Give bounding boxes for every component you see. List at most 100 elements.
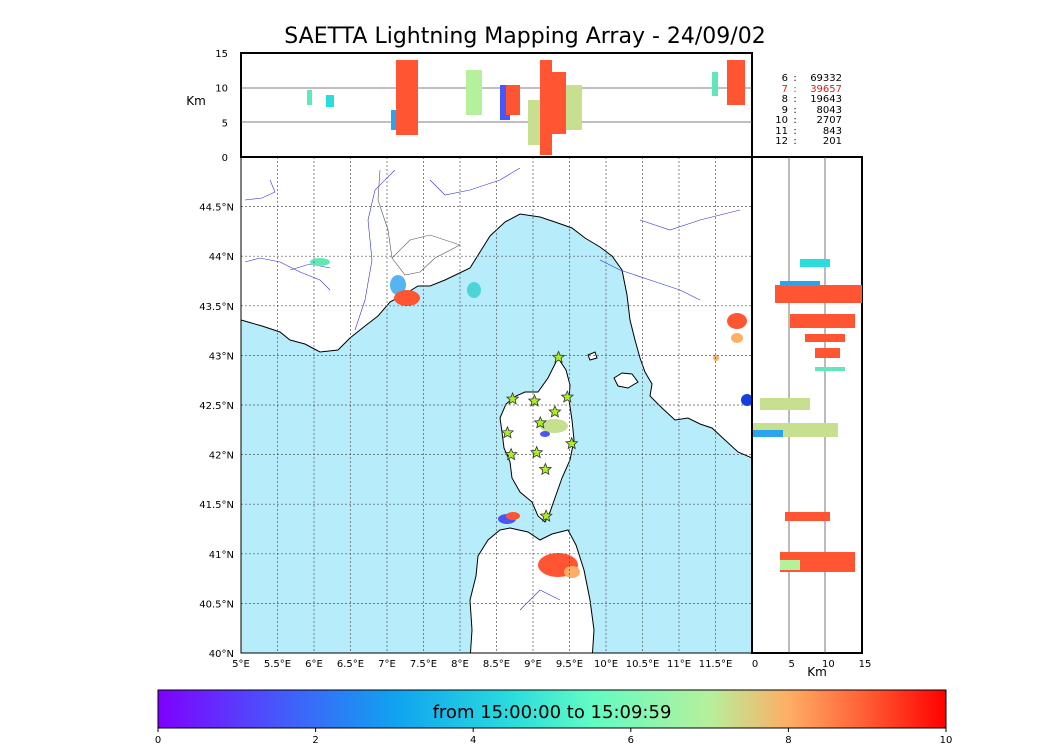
station-star-icon	[504, 447, 518, 461]
legend-separator: :	[793, 115, 797, 126]
legend-level: 7	[781, 83, 788, 95]
station-star-icon	[548, 404, 562, 418]
legend-row: 12: 201	[758, 136, 858, 148]
station-star-icon	[527, 393, 542, 407]
page-title: SAETTA Lightning Mapping Array - 24/09/0…	[284, 24, 766, 49]
station-star-icon	[565, 436, 579, 450]
lat-tick-label: 42.5°N	[199, 401, 234, 412]
lon-tick-label: 6.5°E	[337, 659, 364, 670]
lat-tick-label: 43.5°N	[199, 302, 234, 313]
lon-tick-label: 8.5°E	[483, 659, 510, 670]
lon-tick-label: 9°E	[524, 659, 542, 670]
lon-tick-label: 10.5°E	[626, 659, 660, 670]
altitude-tick-label: 15	[215, 49, 228, 60]
lon-tick-label: 8°E	[451, 659, 469, 670]
legend-level: 12	[775, 136, 788, 147]
legend-separator: :	[793, 83, 797, 95]
side-altitude-tick-label: 15	[859, 659, 872, 670]
station-star-icon	[529, 445, 544, 459]
colorbar-time-range: from 15:00:00 to 15:09:59	[432, 702, 672, 723]
legend-row: 11: 843	[758, 125, 858, 138]
station-star-icon	[500, 425, 515, 439]
lat-tick-label: 42°N	[209, 451, 234, 462]
side-altitude-unit-label: Km	[807, 665, 827, 679]
side-altitude-tick-label: 0	[752, 659, 758, 670]
altitude-lat-panel[interactable]	[751, 156, 863, 654]
borders	[377, 169, 461, 276]
legend-row: 9: 8043	[758, 104, 858, 117]
legend-separator: :	[793, 104, 797, 116]
legend-count: 201	[822, 136, 842, 147]
lat-tick-label: 44.5°N	[199, 203, 234, 214]
lon-tick-label: 11°E	[667, 659, 691, 670]
lightning-sources-alt-lon	[307, 60, 745, 155]
lat-tick-label: 40°N	[209, 649, 234, 660]
colorbar-tick-label: 0	[155, 735, 161, 746]
elba-island	[613, 372, 639, 389]
map-grid	[241, 157, 752, 653]
side-altitude-tick-label: 10	[822, 659, 835, 670]
legend-level: 9	[781, 104, 788, 116]
altitude-tick-label: 5	[222, 118, 228, 129]
colorbar	[157, 689, 947, 729]
station-markers	[500, 350, 579, 522]
legend-count: 39657	[810, 83, 842, 95]
altitude-tick-label: 10	[215, 84, 228, 95]
legend-count: 19643	[810, 94, 842, 105]
sardinia-island	[469, 527, 595, 653]
lat-tick-label: 41°N	[209, 550, 234, 561]
legend-level: 10	[775, 115, 788, 126]
legend-level: 6	[781, 73, 788, 84]
lon-tick-label: 6°E	[305, 659, 323, 670]
legend-row: 8: 19643	[758, 94, 858, 106]
lat-tick-label: 43°N	[209, 351, 234, 362]
legend-row: 6: 69332	[758, 73, 858, 85]
tick-labels: 5°E 5.5°E 6°E 6.5°E 7°E 7.5°E 8°E 8.5°E 9°E 9.5°E…	[155, 49, 953, 746]
altitude-unit-label: Km	[186, 94, 206, 108]
lightning-sources-map	[310, 258, 752, 578]
station-star-icon	[538, 462, 553, 476]
legend-row: 7: 39657	[758, 83, 858, 96]
mainland-land	[241, 157, 752, 459]
legend-level: 11	[775, 125, 788, 137]
lon-tick-label: 7.5°E	[410, 659, 437, 670]
legend-row: 10: 2707	[758, 115, 858, 127]
station-star-icon	[505, 391, 520, 405]
colorbar-tick-label: 10	[940, 735, 953, 746]
lon-tick-label: 9.5°E	[556, 659, 583, 670]
legend-separator: :	[793, 136, 797, 147]
lightning-sources-alt-lat	[753, 259, 862, 572]
station-star-icon	[560, 390, 574, 403]
lon-tick-label: 10°E	[594, 659, 618, 670]
lat-tick-label: 40.5°N	[199, 599, 234, 610]
legend-count: 8043	[816, 104, 842, 116]
rivers	[244, 167, 741, 611]
altitude-lon-panel[interactable]	[240, 52, 753, 158]
map-panel[interactable]	[240, 156, 753, 660]
lon-tick-label: 5.5°E	[264, 659, 291, 670]
altitude-tick-label: 0	[222, 153, 228, 164]
lon-tick-label: 7°E	[378, 659, 396, 670]
lon-tick-label: 11.5°E	[699, 659, 733, 670]
station-star-icon	[533, 415, 547, 429]
source-count-legend: 6: 69332 7: 39657 8: 19643 9: 8043 10: 2707 11: 843…	[758, 73, 858, 148]
station-star-icon	[551, 350, 566, 364]
legend-separator: :	[793, 125, 797, 137]
colorbar-tick-label: 8	[785, 735, 791, 746]
corsica-island	[499, 357, 575, 523]
lat-tick-label: 41.5°N	[199, 500, 234, 511]
colorbar-tick-label: 4	[470, 735, 476, 746]
legend-level: 8	[781, 94, 788, 105]
lat-tick-label: 44°N	[209, 252, 234, 263]
colorbar-tick-label: 6	[628, 735, 634, 746]
side-altitude-tick-label: 5	[788, 659, 794, 670]
lon-tick-label: 5°E	[232, 659, 250, 670]
legend-count: 843	[822, 125, 842, 137]
legend-separator: :	[793, 73, 797, 84]
legend-count: 69332	[810, 73, 842, 84]
station-star-icon	[539, 509, 553, 522]
colorbar-tick-label: 2	[312, 735, 318, 746]
legend-separator: :	[793, 94, 797, 105]
legend-count: 2707	[816, 115, 842, 126]
